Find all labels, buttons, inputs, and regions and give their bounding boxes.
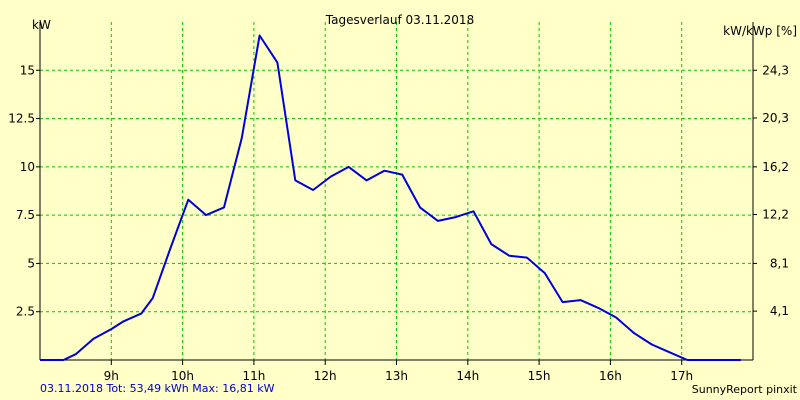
series-layer (40, 34, 741, 361)
x-tick-label: 16h (599, 369, 622, 383)
series-line-leistung (40, 34, 741, 361)
y2-axis-label: kW/kWp [%] (723, 24, 797, 38)
y2-tick-label: 8,1 (770, 256, 789, 270)
y2-tick-label: 12,2 (762, 208, 789, 222)
x-tick-label: 14h (456, 369, 479, 383)
y-tick-label: 5 (27, 256, 35, 270)
y-tick-label: 12.5 (8, 112, 35, 126)
y2-tick-label: 24,3 (762, 63, 789, 77)
y2-tick-label: 4,1 (770, 304, 789, 318)
x-tick-label: 9h (104, 369, 119, 383)
y-tick-label: 2.5 (16, 305, 35, 319)
x-tick-label: 13h (385, 369, 408, 383)
summary-footer: 03.11.2018 Tot: 53,49 kWh Max: 16,81 kW (40, 382, 275, 395)
y2-tick-label: 16,2 (762, 160, 789, 174)
grid-lines (40, 22, 753, 360)
y-axis-label: kW (32, 18, 51, 32)
x-tick-label: 15h (528, 369, 551, 383)
credit-footer: SunnyReport pinxit (692, 383, 798, 396)
x-tick-label: 10h (171, 369, 194, 383)
chart-title: Tagesverlauf 03.11.2018 (325, 13, 474, 27)
y-tick-label: 7.5 (16, 208, 35, 222)
axis-ticks: 9h 10h 11h 12h 13h 14h 15h 16h 17h 2.5 5 7.5 10 12.5 1… (8, 63, 789, 383)
x-tick-label: 11h (242, 369, 265, 383)
x-tick-label: 12h (314, 369, 337, 383)
x-tick-label: 17h (670, 369, 693, 383)
y-tick-label: 10 (20, 160, 35, 174)
y2-tick-label: 20,3 (762, 111, 789, 125)
y-tick-label: 15 (20, 63, 35, 77)
